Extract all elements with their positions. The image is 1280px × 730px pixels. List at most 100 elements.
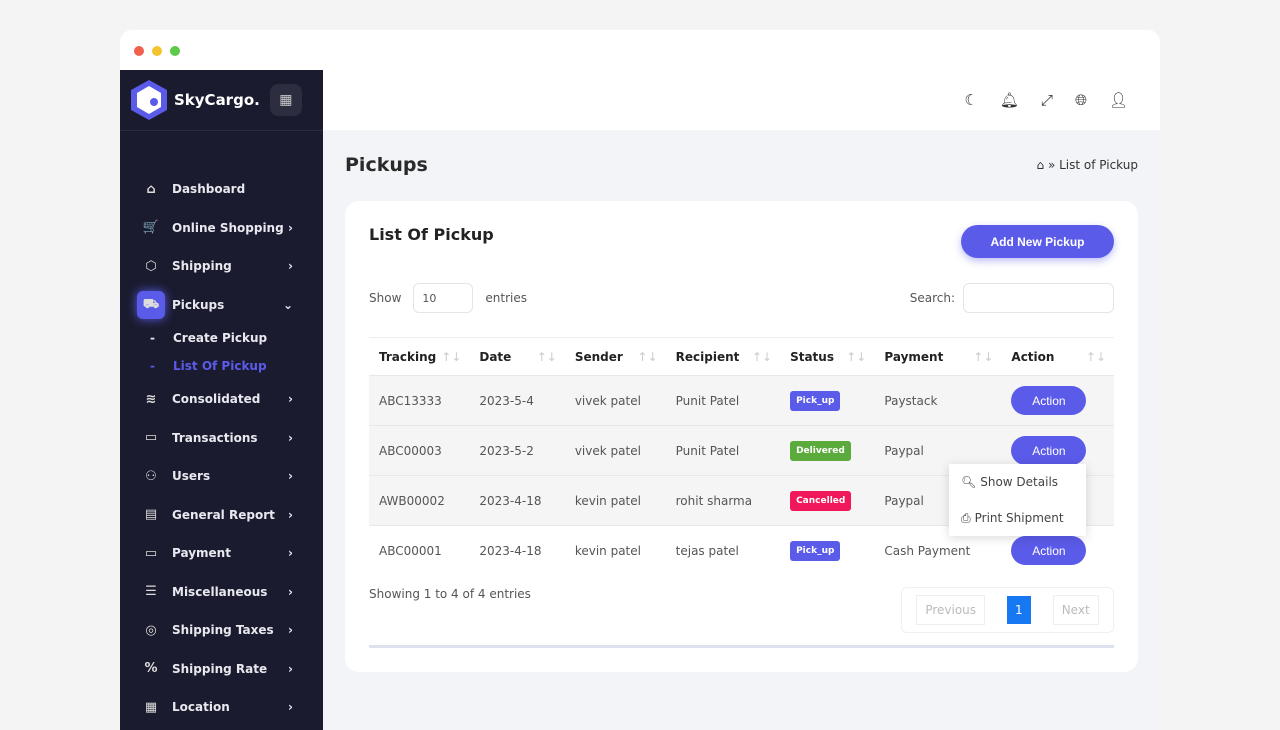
column-header[interactable]: Recipient ↑↓ (665, 337, 781, 376)
sort-icon: ↑↓ (846, 349, 867, 364)
table-row: ABC13333 2023-5-4 vivek patel Punit Pate… (369, 375, 1114, 426)
breadcrumb-current: List of Pickup (1059, 158, 1138, 172)
status-badge: Cancelled (790, 490, 852, 511)
home-icon[interactable]: ⌂ (1036, 158, 1045, 172)
sidebar-item-general-report[interactable]: ▤ General Report › (120, 496, 323, 535)
status-cell: Pick_up (780, 375, 875, 426)
header-label: Recipient (675, 349, 740, 364)
sidebar-sub-create-pickup[interactable]: - Create Pickup (150, 331, 268, 345)
maximize-dot[interactable] (170, 46, 180, 56)
pickup-list-card: List Of Pickup Add New Pickup Show 10 entr… (345, 201, 1138, 672)
sort-icon: ↑↓ (441, 349, 462, 364)
label: Create Pickup (173, 331, 268, 345)
chevron-down-icon: ⌄ (282, 297, 293, 312)
sidebar-item-shipping-taxes[interactable]: ◎ Shipping Taxes › (120, 611, 323, 650)
date-cell: 2023-5-4 (469, 375, 565, 426)
status-badge: Pick_up (790, 540, 841, 561)
sort-icon: ↑↓ (536, 349, 557, 364)
sidebar-item-consolidated[interactable]: ≋ Consolidated › (120, 380, 323, 419)
user-icon[interactable]: 👤︎ (1108, 91, 1128, 109)
column-header[interactable]: Date ↑↓ (469, 337, 565, 376)
date-cell: 2023-4-18 (469, 525, 565, 576)
action-button[interactable]: Action (1011, 386, 1087, 415)
action-button[interactable]: Action (1011, 536, 1087, 566)
show-details-item[interactable]: 🔍︎ Show Details (949, 464, 1086, 500)
sidebar-item-dashboard[interactable]: ⌂ Dashboard (120, 170, 323, 209)
label: Show Details (980, 475, 1059, 489)
sidebar-item-online-shopping[interactable]: 🛒 Online Shopping › (120, 209, 323, 248)
recipient-cell: Punit Patel (665, 425, 781, 476)
label: Payment (172, 546, 231, 561)
users-icon: ⚇ (145, 468, 157, 484)
label: Shipping Taxes (172, 623, 274, 638)
horizontal-scrollbar[interactable] (369, 645, 1114, 648)
box-icon: ⬡ (145, 258, 157, 274)
header-label: Action (1011, 349, 1055, 364)
table-info: Showing 1 to 4 of 4 entries (369, 587, 531, 601)
column-header[interactable]: Action ↑↓ (1001, 337, 1114, 376)
search-input[interactable] (963, 283, 1114, 313)
status-cell: Pick_up (780, 525, 875, 576)
label: Online Shopping (172, 220, 284, 235)
sort-icon: ↑↓ (751, 349, 773, 364)
payment-cell: Paystack (874, 375, 1002, 426)
sidebar-item-users[interactable]: ⚇ Users › (120, 457, 323, 496)
file-icon: ▤ (144, 507, 158, 523)
action-button[interactable]: Action (1011, 436, 1087, 465)
action-cell: Action (1001, 375, 1114, 426)
entries-select[interactable]: 10 (413, 283, 474, 313)
date-cell: 2023-5-2 (469, 425, 565, 476)
sidebar-sub-list-pickup[interactable]: - List Of Pickup (150, 359, 267, 373)
logo[interactable]: SkyCargo. ▦ (120, 70, 323, 131)
fullscreen-icon[interactable]: ⤢ (1040, 91, 1053, 109)
card-title: List Of Pickup (369, 225, 494, 244)
card-icon: ▭ (144, 545, 158, 561)
bell-icon[interactable]: 🔔︎ (999, 91, 1019, 109)
globe-icon[interactable]: 🌐︎ (1074, 91, 1087, 109)
chevron-right-icon: › (288, 623, 293, 638)
search-icon: 🔍︎ (961, 475, 977, 489)
close-dot[interactable] (134, 46, 144, 56)
moon-icon[interactable]: ☾ (964, 91, 978, 109)
truck-icon: ⛟ (137, 290, 165, 319)
logo-icon (131, 80, 167, 120)
recipient-cell: Punit Patel (665, 375, 781, 426)
sender-cell: kevin patel (564, 475, 666, 526)
recipient-cell: rohit sharma (665, 475, 781, 526)
pagination: Previous 1 Next (901, 587, 1114, 633)
sidebar-item-miscellaneous[interactable]: ☰ Miscellaneous › (120, 573, 323, 612)
status-cell: Cancelled (780, 475, 875, 526)
add-new-pickup-button[interactable]: Add New Pickup (961, 225, 1114, 258)
top-header: ☾ 🔔︎ ⤢ 🌐︎ 👤︎ (323, 70, 1160, 130)
tracking-cell: AWB00002 (369, 475, 470, 526)
page-1-button[interactable]: 1 (1007, 596, 1031, 624)
sidebar-item-payment[interactable]: ▭ Payment › (120, 534, 323, 573)
column-header[interactable]: Sender ↑↓ (564, 337, 666, 376)
home-icon: ⌂ (146, 181, 156, 197)
sort-icon: ↑↓ (637, 349, 658, 364)
sidebar-item-pickups[interactable]: ⛟ Pickups ⌄ (120, 286, 323, 325)
sidebar-item-transactions[interactable]: ▭ Transactions › (120, 419, 323, 458)
tracking-cell: ABC13333 (369, 375, 470, 426)
label: Users (172, 469, 211, 484)
window-controls (134, 46, 180, 56)
column-header[interactable]: Status ↑↓ (780, 337, 875, 376)
chevron-right-icon: › (288, 700, 293, 715)
search: Search: (910, 283, 1114, 313)
sidebar-item-location[interactable]: ▦ Location › (120, 688, 323, 727)
previous-button[interactable]: Previous (916, 595, 986, 625)
header-label: Status (790, 349, 834, 364)
sidebar-item-shipping-rate[interactable]: % Shipping Rate › (120, 650, 323, 689)
sidebar-nav: ⌂ Dashboard 🛒 Online Shopping › ⬡ Shipping › … (120, 170, 323, 727)
pickup-table: Tracking ↑↓ Date ↑↓ Sender ↑↓ Recipient ↑↓ Statu… (369, 337, 1114, 576)
search-label: Search: (909, 291, 955, 305)
next-button[interactable]: Next (1052, 595, 1099, 625)
column-header[interactable]: Tracking ↑↓ (369, 337, 470, 376)
print-shipment-item[interactable]: ⎙ Print Shipment (949, 500, 1086, 536)
table-row: ABC00003 2023-5-2 vivek patel Punit Pate… (369, 425, 1114, 476)
sidebar-item-shipping[interactable]: ⬡ Shipping › (120, 247, 323, 286)
grid-menu-icon[interactable]: ▦ (269, 84, 302, 116)
column-header[interactable]: Payment ↑↓ (874, 337, 1002, 376)
minimize-dot[interactable] (152, 46, 162, 56)
table-row: ABC00001 2023-4-18 kevin patel tejas pat… (369, 525, 1114, 576)
